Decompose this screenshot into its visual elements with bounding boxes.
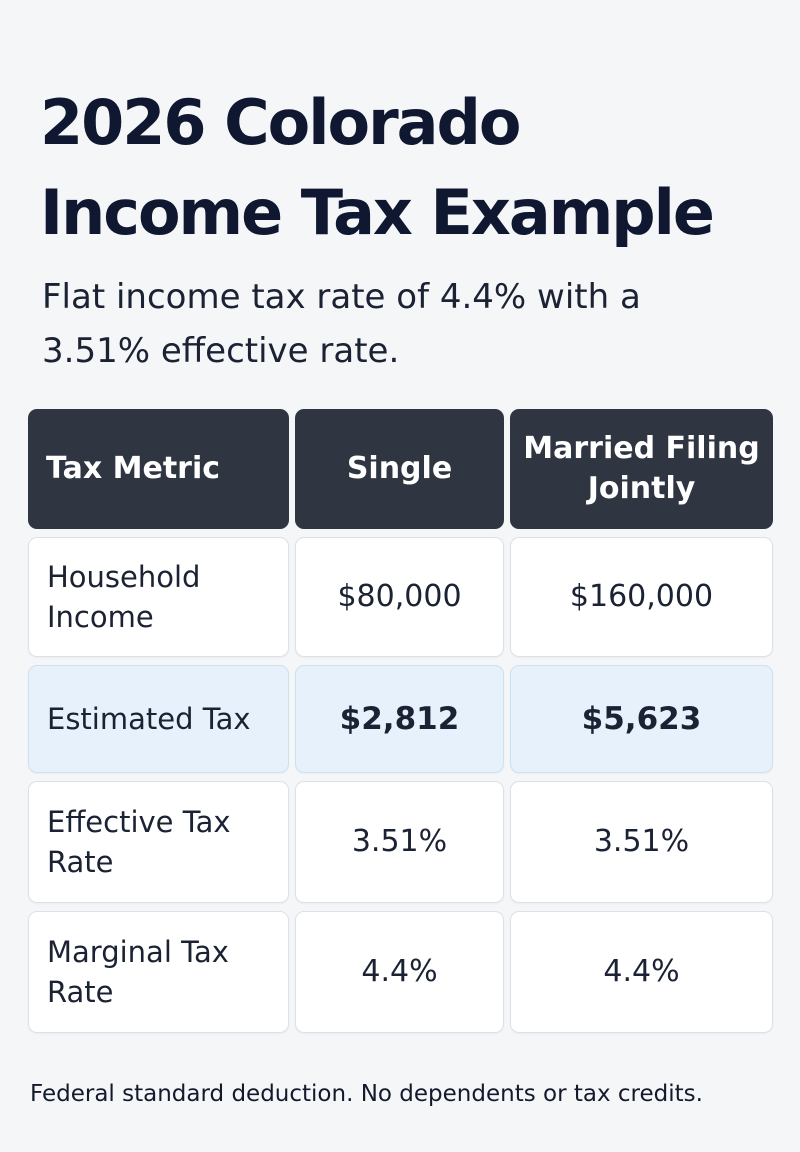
row-effective-tax-rate-married: 3.51% — [510, 781, 773, 903]
row-estimated-tax-label: Estimated Tax — [28, 665, 289, 773]
row-effective-tax-rate-single: 3.51% — [295, 781, 504, 903]
header-single: Single — [295, 409, 504, 529]
row-household-income-label: Household Income — [28, 537, 289, 657]
row-marginal-tax-rate-label: Marginal Tax Rate — [28, 911, 289, 1033]
tax-table: Tax Metric Single Married Filing Jointly… — [28, 409, 773, 1033]
row-marginal-tax-rate-single: 4.4% — [295, 911, 504, 1033]
row-effective-tax-rate-label: Effective Tax Rate — [28, 781, 289, 903]
row-estimated-tax-married: $5,623 — [510, 665, 773, 773]
row-household-income-married: $160,000 — [510, 537, 773, 657]
row-estimated-tax-single: $2,812 — [295, 665, 504, 773]
footnote: Federal standard deduction. No dependent… — [30, 1081, 703, 1107]
header-married-filing-jointly: Married Filing Jointly — [510, 409, 773, 529]
header-tax-metric: Tax Metric — [28, 409, 289, 529]
row-household-income-single: $80,000 — [295, 537, 504, 657]
page-subtitle: Flat income tax rate of 4.4% with a 3.51… — [42, 277, 641, 371]
page-title: 2026 Colorado Income Tax Example — [40, 86, 715, 249]
row-marginal-tax-rate-married: 4.4% — [510, 911, 773, 1033]
